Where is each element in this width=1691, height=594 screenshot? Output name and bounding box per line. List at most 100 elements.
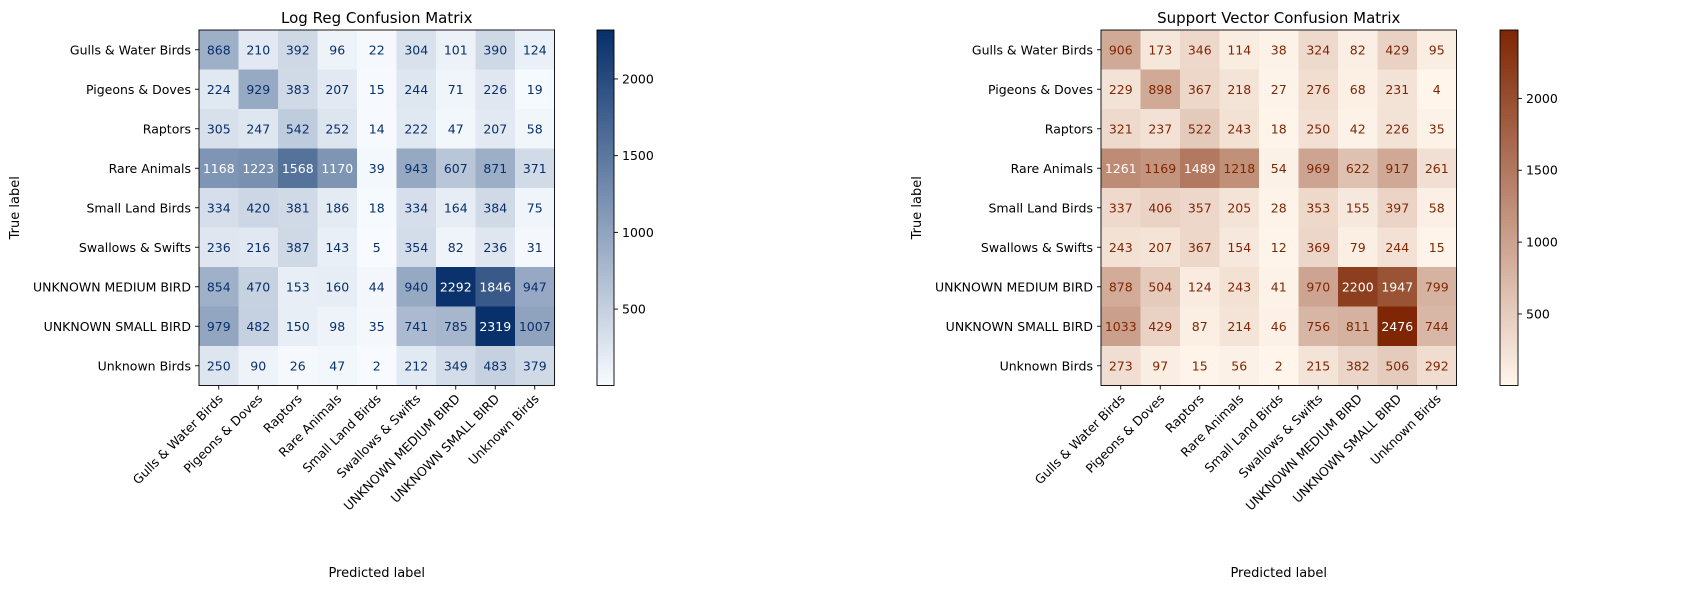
matrix-cell bbox=[1219, 148, 1260, 189]
colorbar-band bbox=[1500, 281, 1518, 286]
cell-value-label: 79 bbox=[1350, 240, 1366, 255]
matrix-cell bbox=[396, 346, 437, 387]
matrix-cell bbox=[515, 306, 556, 347]
matrix-cell bbox=[357, 69, 398, 110]
matrix-cell bbox=[396, 69, 437, 110]
matrix-cell bbox=[278, 346, 319, 387]
matrix-cell bbox=[1180, 109, 1221, 150]
matrix-cell bbox=[1140, 188, 1181, 229]
colorbar-band bbox=[1500, 44, 1518, 49]
matrix-cell bbox=[1298, 346, 1339, 387]
colorbar-band bbox=[597, 172, 614, 176]
cell-value-label: 756 bbox=[1306, 319, 1330, 334]
cell-value-label: 273 bbox=[1109, 358, 1133, 373]
colorbar-tick-label: 2000 bbox=[1526, 91, 1558, 106]
matrix-cell bbox=[317, 306, 358, 347]
colorbar-band bbox=[597, 89, 614, 93]
colorbar-band bbox=[597, 287, 614, 292]
cell-value-label: 334 bbox=[207, 200, 231, 215]
colorbar-band bbox=[597, 127, 614, 132]
colorbar-band bbox=[1500, 157, 1518, 161]
matrix-cell bbox=[396, 267, 437, 308]
cell-value-label: 622 bbox=[1346, 161, 1370, 176]
matrix-cell bbox=[1101, 267, 1142, 308]
cell-value-label: 207 bbox=[1148, 240, 1172, 255]
colorbar-band bbox=[1500, 349, 1518, 354]
colorbar-band bbox=[1500, 56, 1518, 61]
y-tick-label: Swallows & Swifts bbox=[79, 240, 191, 255]
cell-value-label: 155 bbox=[1346, 200, 1370, 215]
matrix-cell bbox=[436, 69, 477, 110]
matrix-cell bbox=[475, 109, 516, 150]
colorbar-band bbox=[1500, 361, 1518, 366]
matrix-cell bbox=[1259, 148, 1300, 189]
colorbar-band bbox=[597, 370, 614, 375]
matrix-cell bbox=[396, 109, 437, 150]
matrix-cell bbox=[436, 30, 477, 71]
cell-value-label: 321 bbox=[1109, 121, 1133, 136]
colorbar-band bbox=[597, 53, 614, 58]
matrix-cell bbox=[278, 227, 319, 268]
colorbar-band bbox=[1500, 133, 1518, 138]
cell-value-label: 785 bbox=[444, 319, 468, 334]
colorbar-band bbox=[1500, 213, 1518, 218]
matrix-cell bbox=[357, 267, 398, 308]
cell-value-label: 383 bbox=[286, 82, 310, 97]
colorbar-band bbox=[597, 228, 614, 233]
colorbar-band bbox=[597, 74, 614, 78]
colorbar-band bbox=[1500, 267, 1518, 271]
colorbar-band bbox=[1500, 264, 1518, 268]
matrix-cell bbox=[199, 306, 240, 347]
colorbar-band bbox=[597, 181, 614, 185]
matrix-cell bbox=[1377, 227, 1418, 268]
cell-value-label: 58 bbox=[1429, 200, 1445, 215]
cell-value-label: 58 bbox=[527, 121, 543, 136]
colorbar-band bbox=[1500, 278, 1518, 283]
colorbar-band bbox=[597, 30, 614, 34]
cell-value-label: 970 bbox=[1306, 279, 1330, 294]
colorbar-band bbox=[1500, 169, 1518, 173]
cell-value-label: 382 bbox=[1346, 358, 1370, 373]
colorbar-band bbox=[1500, 121, 1518, 126]
colorbar-band bbox=[1500, 35, 1518, 40]
colorbar-band bbox=[597, 187, 614, 191]
cell-value-label: 237 bbox=[1148, 121, 1172, 136]
colorbar-band bbox=[597, 335, 614, 339]
y-tick-label: Raptors bbox=[1045, 121, 1093, 136]
matrix-cell bbox=[1101, 227, 1142, 268]
colorbar-tick-label: 1500 bbox=[1526, 163, 1558, 178]
colorbar-band bbox=[1500, 346, 1518, 351]
colorbar-band bbox=[1500, 311, 1518, 315]
cell-value-label: 2200 bbox=[1342, 279, 1374, 294]
colorbar-band bbox=[597, 255, 614, 259]
matrix-cell bbox=[1140, 30, 1181, 71]
cell-value-label: 244 bbox=[404, 82, 428, 97]
cell-value-label: 216 bbox=[246, 240, 270, 255]
cell-value-label: 96 bbox=[329, 42, 345, 57]
cell-value-label: 392 bbox=[286, 42, 310, 57]
colorbar-band bbox=[597, 98, 614, 102]
cell-value-label: 244 bbox=[1385, 240, 1409, 255]
colorbar-band bbox=[1500, 163, 1518, 167]
cell-value-label: 153 bbox=[286, 279, 310, 294]
cell-value-label: 164 bbox=[444, 200, 468, 215]
cell-value-label: 504 bbox=[1148, 279, 1172, 294]
colorbar-band bbox=[597, 210, 614, 215]
cell-value-label: 2 bbox=[1275, 358, 1283, 373]
y-tick-label: Swallows & Swifts bbox=[981, 240, 1093, 255]
colorbar-band bbox=[1500, 53, 1518, 58]
cell-value-label: 95 bbox=[1429, 42, 1445, 57]
colorbar-band bbox=[1500, 181, 1518, 185]
cell-value-label: 357 bbox=[1188, 200, 1212, 215]
cell-value-label: 1170 bbox=[321, 161, 353, 176]
cell-value-label: 2476 bbox=[1381, 319, 1413, 334]
colorbar-band bbox=[597, 101, 614, 105]
colorbar-band bbox=[597, 305, 614, 310]
matrix-cell bbox=[238, 69, 279, 110]
colorbar-band bbox=[597, 47, 614, 52]
matrix-cell bbox=[1101, 306, 1142, 347]
colorbar-band bbox=[1500, 352, 1518, 357]
cell-value-label: 2319 bbox=[479, 319, 511, 334]
colorbar-band bbox=[597, 50, 614, 55]
